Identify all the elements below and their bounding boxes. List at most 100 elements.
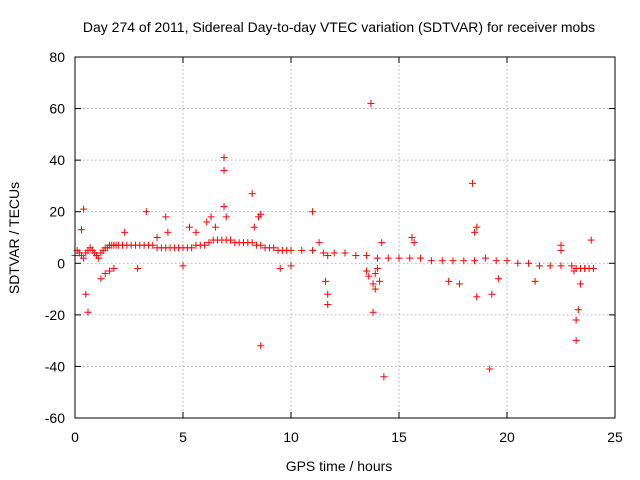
data-point [471,228,479,236]
data-point [287,262,295,270]
y-tick-label: 40 [49,152,65,168]
data-point [473,293,481,301]
data-point [149,241,157,249]
data-point [330,249,338,257]
data-point [211,223,219,231]
data-point [84,308,92,316]
data-point [406,254,414,262]
data-point [309,246,317,254]
data-point [201,241,209,249]
data-point [371,270,379,278]
x-tick-label: 15 [391,429,407,445]
plot-frame [74,56,616,419]
data-point [514,259,522,267]
data-point [97,275,105,283]
data-point [257,210,265,218]
data-point [535,262,543,270]
y-tick-label: -40 [45,358,65,374]
data-point [445,277,453,285]
data-point [106,267,114,275]
data-point [587,236,595,244]
data-point [488,290,496,298]
y-tick-label: 80 [49,49,65,65]
data-point [455,280,463,288]
data-point [205,239,213,247]
data-point [449,257,457,265]
data-point [250,223,258,231]
data-point [319,249,327,257]
y-tick-label: 20 [49,204,65,220]
data-point [248,239,256,247]
y-tick-label: -20 [45,307,65,323]
data-point [315,239,323,247]
data-point [185,223,193,231]
data-point [276,264,284,272]
data-point [82,290,90,298]
data-point [341,249,349,257]
data-point [192,228,200,236]
data-point [589,264,597,272]
data-point [101,270,109,278]
data-point [227,236,235,244]
data-point [546,262,554,270]
data-point [376,277,384,285]
data-point [494,275,502,283]
data-point [471,257,479,265]
data-point [367,99,375,107]
data-point [257,241,265,249]
y-tick-label: 0 [57,255,65,271]
data-point [80,254,88,262]
data-point [438,257,446,265]
data-point [576,280,584,288]
data-point [568,262,576,270]
data-point [503,257,511,265]
data-point [427,257,435,265]
data-point [203,218,211,226]
data-point [162,213,170,221]
data-point [380,373,388,381]
data-point [473,223,481,231]
data-point [572,316,580,324]
data-point [468,179,476,187]
data-point [95,254,103,262]
data-point [557,241,565,249]
data-point [373,264,381,272]
data-point [395,254,403,262]
data-point [257,342,265,350]
data-point [369,280,377,288]
data-point [287,246,295,254]
data-point [574,306,582,314]
data-point [365,272,373,280]
data-point [179,262,187,270]
x-tick-label: 20 [499,429,515,445]
data-point [572,337,580,345]
data-point [207,213,215,221]
data-point [371,285,379,293]
data-point [410,239,418,247]
data-point [298,246,306,254]
data-point [270,244,278,252]
data-point [220,203,228,211]
x-tick-label: 10 [283,429,299,445]
data-point [77,226,85,234]
data-point [324,290,332,298]
data-point [322,277,330,285]
data-point [309,208,317,216]
data-point [557,262,565,270]
data-point [121,228,129,236]
grid-layer [75,57,615,418]
data-point [248,190,256,198]
data-point [481,254,489,262]
data-point [581,264,589,272]
chart-title: Day 274 of 2011, Sidereal Day-to-day VTE… [83,19,595,35]
data-point [363,252,371,260]
data-point [220,166,228,174]
data-point [570,267,578,275]
data-point [384,254,392,262]
data-point [373,254,381,262]
data-point [531,277,539,285]
data-point [324,301,332,309]
data-point [492,257,500,265]
data-point [80,205,88,213]
